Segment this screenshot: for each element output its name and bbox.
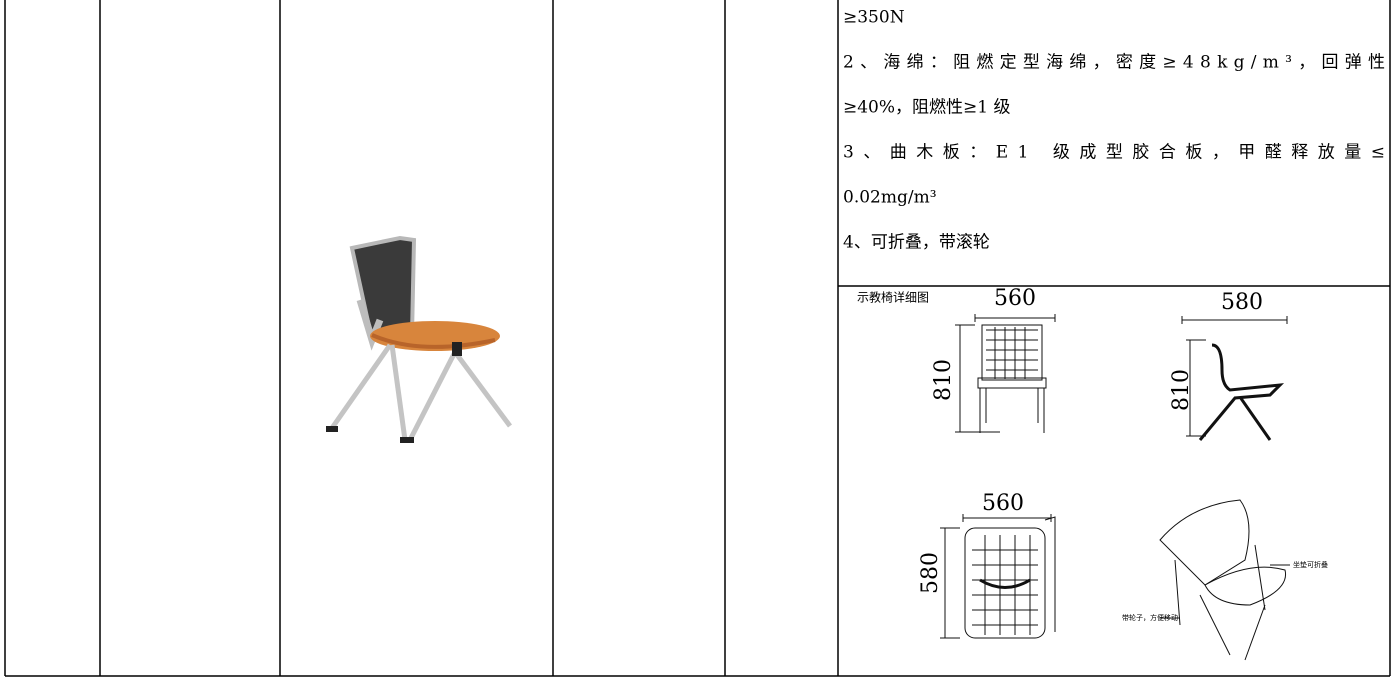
table-grid: [4, 0, 1391, 677]
spec-line: 4、可折叠，带滚轮: [843, 233, 990, 253]
front-view: 560 810: [931, 286, 1056, 433]
perspective-view: 坐垫可折叠 带轮子，方便移动: [1122, 499, 1328, 661]
chair-photo: [326, 235, 513, 443]
spec-line: 3、曲木板：E1 级成型胶合板，甲醛释放量≤: [843, 143, 1385, 163]
dimension: 810: [1169, 369, 1194, 411]
drawing-title: 示教椅详细图: [857, 290, 929, 305]
annotation: 带轮子，方便移动: [1122, 613, 1178, 622]
spec-line: 0.02mg/m³: [843, 188, 937, 208]
spec-line: ≥40%，阻燃性≥1 级: [843, 98, 1011, 118]
dimension: 560: [994, 286, 1036, 311]
spec-line: ≥350N: [843, 8, 905, 28]
dimension: 580: [918, 552, 943, 594]
top-view: 560 580: [918, 491, 1056, 639]
dimension: 810: [931, 359, 956, 401]
dimension: 560: [982, 491, 1024, 516]
annotation: 坐垫可折叠: [1293, 560, 1328, 569]
spec-line: 2、海绵：阻燃定型海绵，密度≥48kg/m³，回弹性: [843, 53, 1385, 73]
side-view: 580 810: [1169, 290, 1288, 441]
dimension: 580: [1221, 290, 1263, 315]
